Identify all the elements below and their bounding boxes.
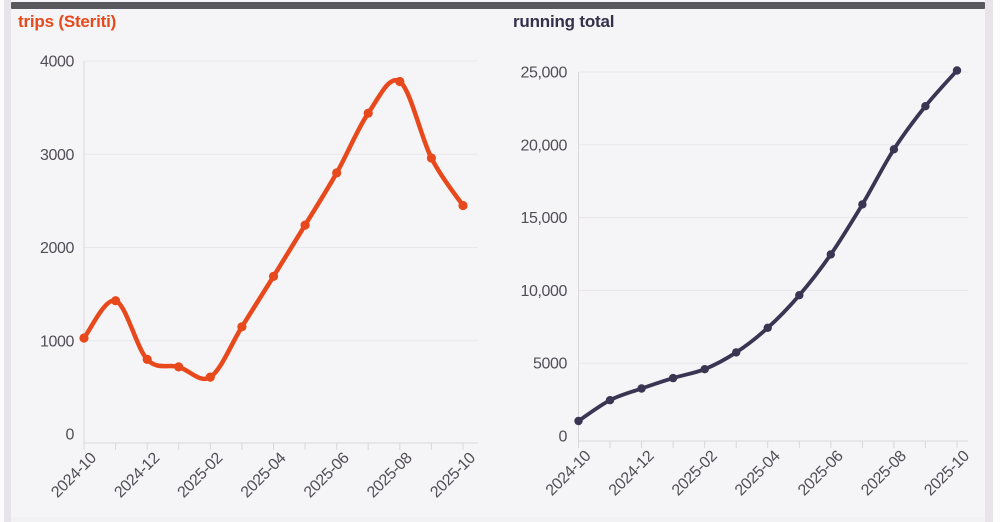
data-point[interactable]: [363, 108, 373, 118]
y-tick-label: 25,000: [520, 65, 567, 82]
running-total-chart-title: running total: [513, 12, 615, 31]
x-tick-label: 2024-12: [111, 449, 163, 501]
data-point[interactable]: [300, 220, 310, 230]
y-tick-label: 3000: [40, 147, 74, 164]
x-tick-label: 2025-10: [427, 449, 479, 501]
data-point[interactable]: [795, 291, 804, 300]
data-point[interactable]: [668, 373, 678, 383]
y-tick-label: 20,000: [520, 137, 567, 154]
running-total-line-series[interactable]: [576, 68, 959, 423]
trips-chart-title: trips (Steriti): [18, 12, 117, 31]
data-point[interactable]: [458, 200, 468, 211]
data-point[interactable]: [700, 365, 709, 374]
x-tick-label: 2025-02: [669, 447, 721, 499]
data-point[interactable]: [574, 416, 583, 426]
y-tick-label: 15,000: [520, 210, 567, 227]
data-point[interactable]: [395, 76, 405, 87]
data-point[interactable]: [889, 145, 899, 154]
data-point[interactable]: [268, 271, 279, 281]
x-tick-label: 2025-02: [175, 449, 227, 501]
x-tick-label: 2024-12: [606, 447, 658, 499]
bottom-gutter: [11, 517, 985, 522]
data-point[interactable]: [332, 168, 342, 178]
data-point[interactable]: [142, 354, 152, 364]
data-point[interactable]: [174, 362, 184, 372]
x-tick-label: 2024-10: [48, 449, 100, 501]
trips-line-series[interactable]: [81, 77, 466, 381]
y-tick-label: 4000: [40, 54, 74, 71]
data-point[interactable]: [237, 322, 247, 332]
x-tick-label: 2025-08: [858, 447, 910, 499]
x-tick-label: 2025-08: [364, 449, 416, 501]
x-tick-label: 2025-04: [732, 447, 784, 499]
data-point[interactable]: [426, 153, 436, 163]
y-tick-label: 5000: [533, 356, 567, 373]
horizontal-scrollbar-thumb[interactable]: [11, 2, 985, 9]
left-gutter: [4, 0, 11, 522]
data-point[interactable]: [637, 384, 646, 393]
y-tick-label: 0: [559, 429, 568, 446]
y-tick-label: 2000: [40, 240, 74, 257]
running-total-chart: 0 5000 10,000 15,000 20,000 25,000 2024-10 2024…: [520, 65, 973, 500]
data-point[interactable]: [858, 200, 867, 209]
y-tick-label: 1000: [40, 333, 74, 350]
x-tick-label: 2024-10: [543, 447, 595, 499]
right-outer-edge: [993, 0, 1000, 522]
data-point[interactable]: [921, 102, 930, 111]
x-tick-label: 2025-04: [238, 449, 290, 501]
data-point[interactable]: [605, 396, 615, 405]
x-tick-label: 2025-10: [921, 447, 973, 499]
x-tick-label: 2025-06: [301, 449, 353, 501]
data-point[interactable]: [826, 250, 835, 259]
data-point[interactable]: [952, 66, 962, 75]
y-tick-label: 0: [66, 427, 75, 444]
left-outer-edge: [0, 0, 4, 522]
data-point[interactable]: [732, 348, 741, 357]
y-tick-label: 10,000: [520, 283, 567, 300]
right-gutter: [985, 0, 993, 522]
x-tick-label: 2025-06: [795, 447, 847, 499]
data-point[interactable]: [205, 372, 215, 382]
data-point[interactable]: [763, 323, 772, 332]
data-point[interactable]: [111, 296, 121, 306]
data-point[interactable]: [79, 333, 89, 343]
